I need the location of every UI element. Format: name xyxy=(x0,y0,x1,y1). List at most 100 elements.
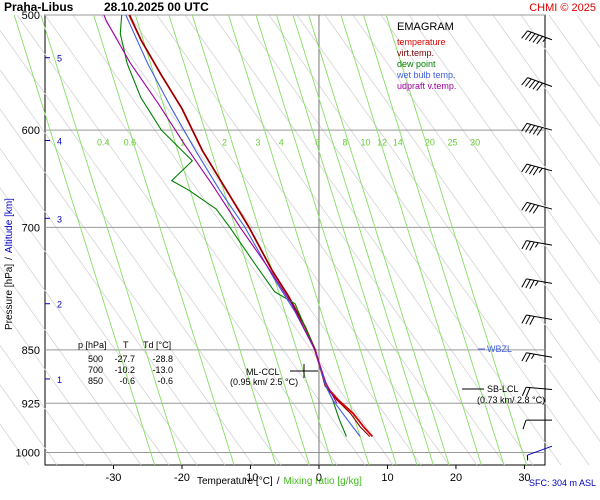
wind-barb-feather xyxy=(522,419,527,430)
plot-frame xyxy=(44,14,546,466)
mixing-ratio-label: 0.6 xyxy=(124,138,137,148)
wind-barbs xyxy=(521,30,553,461)
adiabat-line xyxy=(16,14,338,466)
wind-barb-feather xyxy=(521,278,527,288)
mixing-ratio-line xyxy=(363,14,505,466)
adiabat-line xyxy=(492,14,600,167)
wind-barb xyxy=(521,122,553,136)
mixing-ratio-line xyxy=(340,14,482,466)
wind-barb xyxy=(521,240,553,251)
series-wet-bulb-temp xyxy=(125,14,361,437)
pressure-tick-label: 1000 xyxy=(16,448,40,460)
mixing-ratio-lines: 0.4 0.6 1 2 3 4 6 8 10 12 14 20 25 30 xyxy=(13,14,527,466)
temperature-tick-label: -10 xyxy=(243,472,259,484)
mixing-ratio-line xyxy=(134,14,277,466)
wind-barb-feather xyxy=(521,163,528,173)
x-axis-label-mixing: Mixing ratio [g/kg] xyxy=(283,476,362,487)
temperature-tick-label: 0 xyxy=(316,472,322,484)
wind-barb-feather xyxy=(525,31,532,40)
adiabat-line xyxy=(212,14,534,466)
adiabat-line xyxy=(72,14,394,466)
legend-item-wet-bulb: wet bulb temp. xyxy=(396,70,456,80)
mixing-ratio-line xyxy=(191,14,334,466)
wind-barb-feather xyxy=(528,204,536,213)
table-header-td: Td [°C] xyxy=(143,340,171,350)
ml-ccl-annotation: ML-CCL (0.95 km/ 2.5 °C) xyxy=(230,364,318,387)
wbzl-annotation: WBZL xyxy=(478,344,512,354)
adiabat-line xyxy=(352,14,600,364)
adiabat-line xyxy=(0,187,198,466)
sb-lcl-detail: (0.73 km/ 2.8 °C) xyxy=(477,395,545,405)
mixing-ratio-line xyxy=(228,14,370,466)
wind-barb-feather xyxy=(532,126,539,135)
adiabat-line xyxy=(156,14,478,466)
adiabat-line xyxy=(464,14,600,206)
table-cell: -28.8 xyxy=(152,354,173,364)
table-cell: -0.6 xyxy=(157,376,173,386)
wind-barb xyxy=(522,419,552,430)
adiabat-line xyxy=(324,14,600,403)
ml-ccl-label: ML-CCL xyxy=(246,367,280,377)
wind-barb-feather xyxy=(525,387,531,397)
adiabat-line xyxy=(0,29,310,466)
mixing-ratio-line xyxy=(292,14,434,466)
mixing-ratio-label: 14 xyxy=(393,138,403,148)
adiabat-line xyxy=(0,108,254,466)
y-axis-label-altitude: Altitude [km] xyxy=(4,198,15,253)
wind-barb-feather xyxy=(521,123,528,132)
adiabat-line xyxy=(0,226,170,466)
temperature-tick-label: 10 xyxy=(381,472,393,484)
wind-barb xyxy=(526,445,553,461)
wind-barb-feather xyxy=(521,240,527,250)
wind-barb-staff xyxy=(526,386,553,390)
wind-barb-feather xyxy=(521,77,528,86)
wind-barb xyxy=(521,352,553,363)
adiabat-line xyxy=(268,14,590,466)
mixing-ratio-line xyxy=(276,14,418,466)
wind-barb-feather xyxy=(536,82,543,91)
x-axis-label-sep: / xyxy=(277,476,280,487)
sb-lcl-annotation: SB-LCL (0.73 km/ 2.8 °C) xyxy=(462,384,545,405)
mixing-ratio-label: 20 xyxy=(425,138,435,148)
wind-barb-feather xyxy=(525,203,532,212)
altitude-tick-label: 2 xyxy=(57,300,62,310)
altitude-tick-label: 4 xyxy=(57,137,62,147)
table-header-t: T xyxy=(123,340,129,350)
wind-barb-staff xyxy=(526,314,553,320)
sounding-datetime: 28.10.2025 00 UTC xyxy=(104,0,209,14)
wind-barb-feather xyxy=(521,314,527,324)
wbzl-label: WBZL xyxy=(487,344,512,354)
wind-barb-feather xyxy=(525,241,531,250)
wind-barb-staff xyxy=(526,240,553,246)
wind-barb xyxy=(521,314,553,325)
adiabat-line xyxy=(0,69,282,466)
wind-barb-staff xyxy=(526,201,553,210)
table-cell: -13.0 xyxy=(152,365,173,375)
wind-barb-staff xyxy=(527,30,553,41)
mixing-ratio-line xyxy=(93,14,235,466)
pressure-tick-label: 500 xyxy=(22,10,40,22)
adiabat-line xyxy=(0,344,86,466)
wind-barb-feather xyxy=(525,164,532,174)
table-cell: -0.6 xyxy=(119,376,135,386)
legend-item-updraft-vtemp: udpraft v.temp. xyxy=(397,81,456,91)
mixing-ratio-label: 25 xyxy=(448,138,458,148)
mixing-ratio-line xyxy=(385,14,527,466)
wind-barb-feather xyxy=(536,36,543,45)
legend-item-temperature: temperature xyxy=(397,37,446,47)
mixing-ratio-line xyxy=(40,14,182,466)
table-header-p: p [hPa] xyxy=(78,340,107,350)
wind-barb-feather xyxy=(525,124,532,133)
wind-barb-feather xyxy=(525,353,531,363)
wind-barb-feather xyxy=(532,205,539,214)
table-cell: 500 xyxy=(88,354,103,364)
wind-barb-feather xyxy=(532,81,540,90)
wind-barb-staff xyxy=(527,77,553,88)
mixing-ratio-label: 8 xyxy=(342,138,347,148)
wind-barb-feather xyxy=(528,165,536,175)
wind-barb-feather xyxy=(538,167,543,173)
temperature-tick-label: -30 xyxy=(106,472,122,484)
temperature-tick-label: 30 xyxy=(518,472,530,484)
x-axis-title: Temperature [°C] / Mixing ratio [g/kg] xyxy=(197,476,362,487)
